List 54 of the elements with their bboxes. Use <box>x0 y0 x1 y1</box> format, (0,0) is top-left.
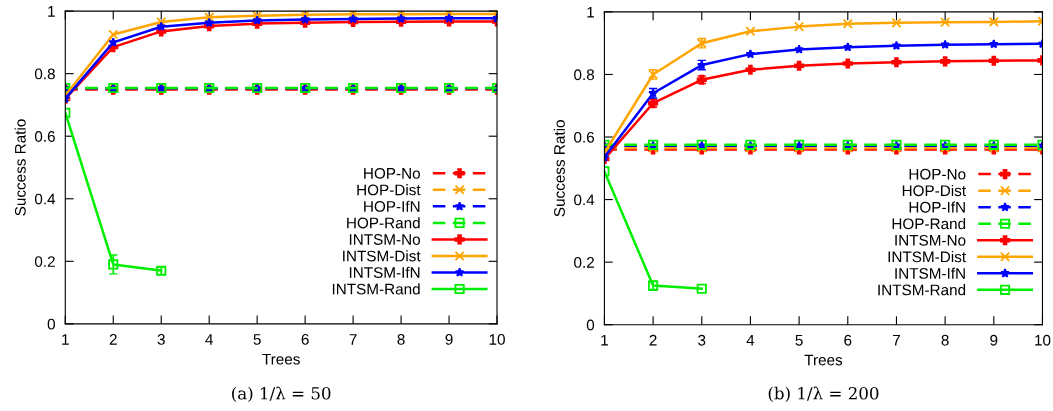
x-tick-label: 9 <box>990 334 998 346</box>
y-axis-title: Success Ratio <box>553 120 565 217</box>
legend-label: INTSM-Dist <box>888 251 966 263</box>
y-tick-label: 0.6 <box>34 131 55 142</box>
x-tick-label: 10 <box>1035 334 1051 346</box>
legend-label: HOP-No <box>364 167 420 179</box>
legend-label: HOP-Dist <box>357 184 421 196</box>
legend-label: HOP-IfN <box>364 200 420 212</box>
x-tick-label: 3 <box>698 334 706 346</box>
legend-label: HOP-Dist <box>902 184 966 197</box>
x-tick-label: 6 <box>844 334 852 346</box>
x-tick-label: 1 <box>62 334 69 345</box>
x-tick-label: 3 <box>157 333 165 345</box>
x-tick-label: 4 <box>205 334 213 345</box>
x-axis-title: Trees <box>262 353 300 365</box>
x-tick-label: 2 <box>649 334 657 346</box>
x-tick-label: 4 <box>746 334 755 346</box>
x-axis-title: Trees <box>804 354 843 366</box>
legend-label: INTSM-IfN <box>895 267 965 279</box>
y-tick-label: 0.2 <box>574 257 594 268</box>
y-tick-label: 0.4 <box>34 193 56 205</box>
x-tick-label: 6 <box>301 333 309 345</box>
legend-label: INTSM-Dist <box>343 250 421 262</box>
x-tick-label: 2 <box>109 333 117 345</box>
x-tick-label: 7 <box>349 334 357 345</box>
x-tick-label: 10 <box>489 333 505 345</box>
y-tick-label: 0 <box>47 318 55 330</box>
y-tick-label: 0.6 <box>574 131 595 143</box>
legend-label: INTSM-No <box>895 234 966 246</box>
text: (a) 1/λ = 50 <box>232 386 331 402</box>
y-tick-label: 1 <box>48 6 55 17</box>
text: (b) 1/λ = 200 <box>768 386 879 402</box>
x-tick-label: 8 <box>941 334 949 346</box>
legend-label: HOP-No <box>909 168 966 180</box>
legend-label: HOP-Rand <box>892 217 966 230</box>
y-tick-label: 0.2 <box>34 256 55 267</box>
y-tick-label: 0.8 <box>574 69 595 81</box>
x-tick-label: 1 <box>601 334 608 346</box>
y-tick-label: 0.8 <box>34 68 55 80</box>
legend-label: INTSM-No <box>349 234 420 245</box>
y-tick-label: 0 <box>586 319 595 331</box>
legend-label: HOP-Rand <box>347 217 420 229</box>
x-tick-label: 9 <box>445 333 453 345</box>
legend-label: HOP-IfN <box>909 201 965 213</box>
x-tick-label: 5 <box>253 334 261 345</box>
legend-label: INTSM-Rand <box>878 284 966 296</box>
legend-label: INTSM-Rand <box>332 283 420 295</box>
x-tick-label: 7 <box>892 334 900 346</box>
y-tick-label: 0.4 <box>574 194 595 206</box>
legend-label: INTSM-IfN <box>349 266 420 278</box>
y-axis-title: Success Ratio <box>14 119 26 216</box>
x-tick-label: 5 <box>795 334 803 346</box>
y-tick-label: 1 <box>587 6 594 18</box>
x-tick-label: 8 <box>397 333 405 345</box>
